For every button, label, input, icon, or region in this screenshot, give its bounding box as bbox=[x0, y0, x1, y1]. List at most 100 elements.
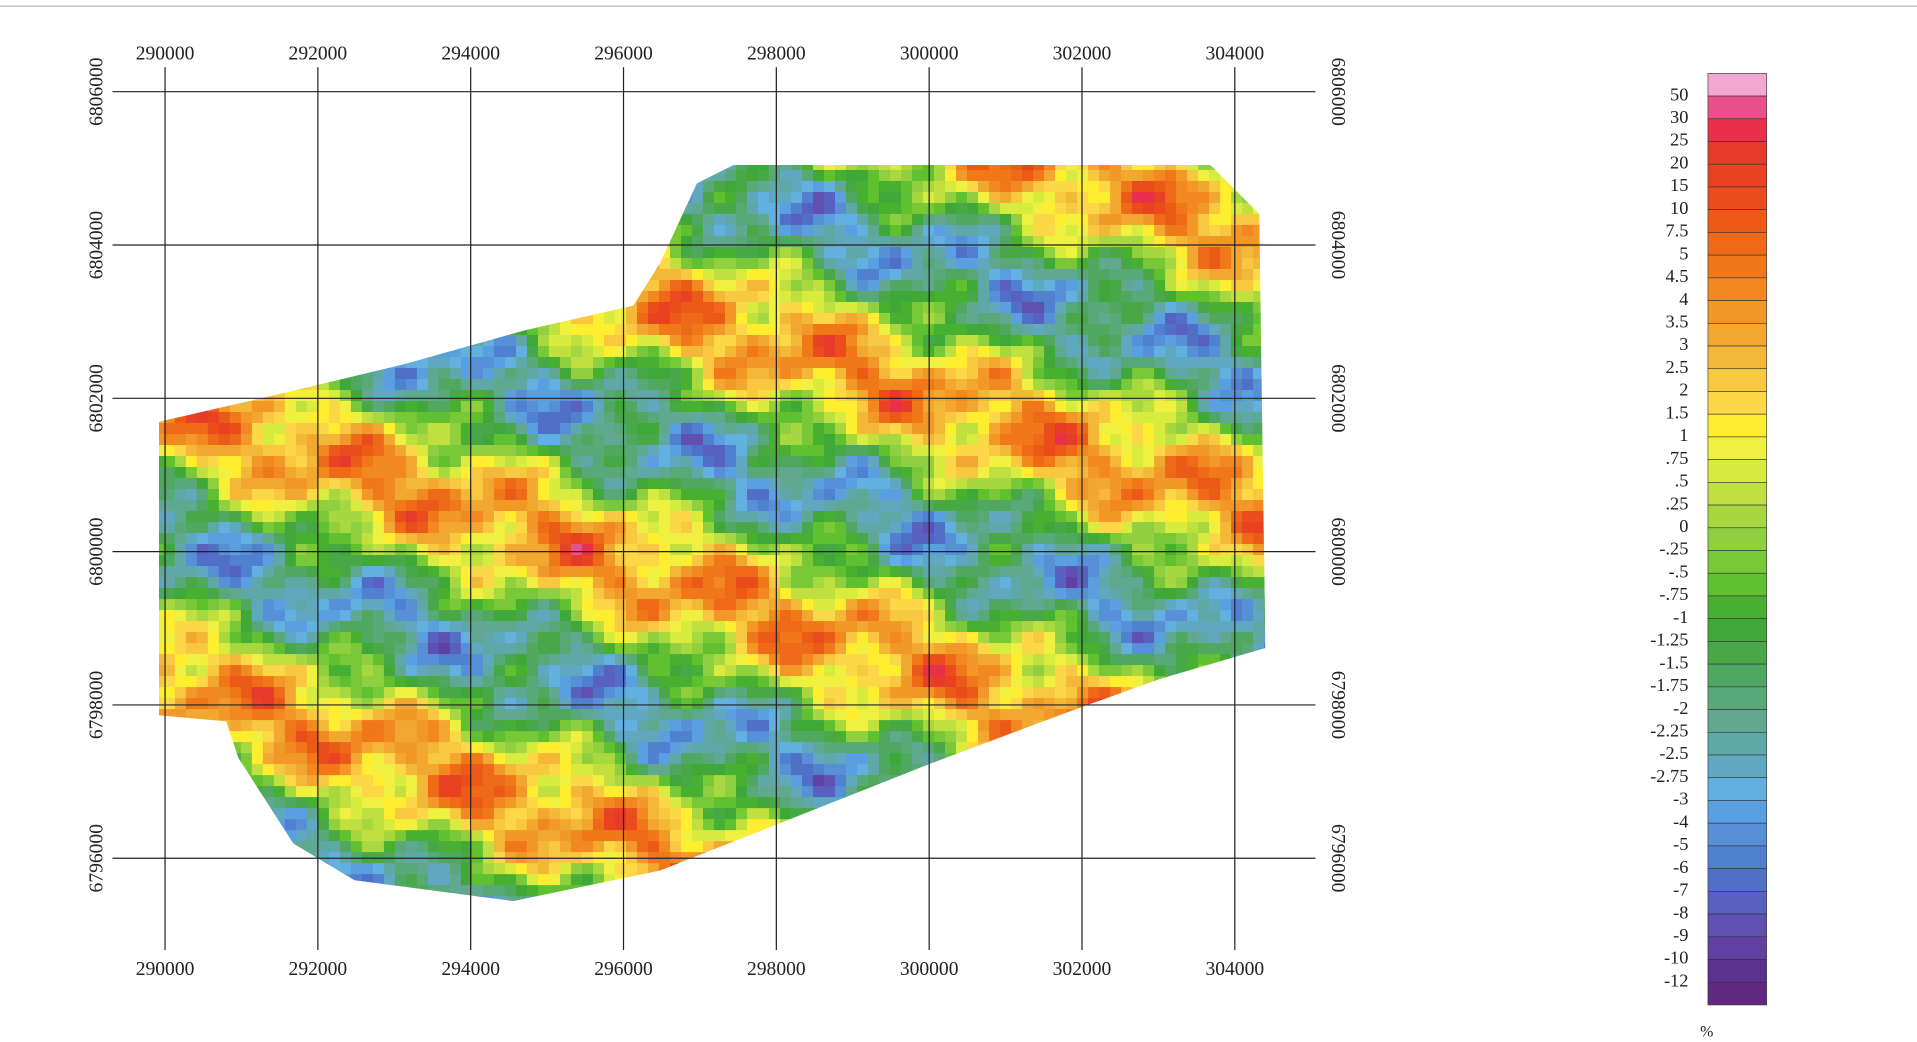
map-cell bbox=[1242, 247, 1254, 259]
map-cell bbox=[648, 500, 660, 512]
map-cell bbox=[857, 225, 869, 237]
map-cell bbox=[1220, 192, 1232, 204]
map-cell bbox=[604, 621, 616, 633]
map-cell bbox=[186, 170, 198, 182]
map-cell bbox=[901, 522, 913, 534]
map-cell bbox=[879, 236, 891, 248]
map-cell bbox=[1055, 489, 1067, 501]
map-cell bbox=[604, 434, 616, 446]
map-cell bbox=[648, 423, 660, 435]
map-cell bbox=[1099, 280, 1111, 292]
map-cell bbox=[967, 346, 979, 358]
map-cell bbox=[978, 181, 990, 193]
map-cell bbox=[153, 445, 165, 457]
map-cell bbox=[560, 181, 572, 193]
map-cell bbox=[780, 401, 792, 413]
map-cell bbox=[593, 390, 605, 402]
map-cell bbox=[450, 225, 462, 237]
map-cell bbox=[648, 621, 660, 633]
map-cell bbox=[296, 214, 308, 226]
map-cell bbox=[1198, 390, 1210, 402]
map-cell bbox=[593, 324, 605, 336]
map-cell bbox=[1066, 632, 1078, 644]
map-cell bbox=[1143, 500, 1155, 512]
map-cell bbox=[1110, 676, 1122, 688]
map-cell bbox=[241, 412, 253, 424]
map-cell bbox=[483, 412, 495, 424]
map-cell bbox=[989, 478, 1001, 490]
map-cell bbox=[186, 236, 198, 248]
map-cell bbox=[1033, 566, 1045, 578]
map-cell bbox=[1242, 511, 1254, 523]
map-cell bbox=[1165, 555, 1177, 567]
map-cell bbox=[659, 335, 671, 347]
map-cell bbox=[1165, 654, 1177, 666]
map-cell bbox=[362, 533, 374, 545]
map-cell bbox=[802, 555, 814, 567]
map-cell bbox=[483, 247, 495, 259]
map-cell bbox=[505, 533, 517, 545]
map-cell bbox=[1121, 313, 1133, 325]
map-cell bbox=[318, 368, 330, 380]
map-cell bbox=[901, 456, 913, 468]
map-cell bbox=[1022, 159, 1034, 171]
map-cell bbox=[428, 610, 440, 622]
map-cell bbox=[1110, 577, 1122, 589]
map-cell bbox=[1110, 379, 1122, 391]
map-cell bbox=[1209, 390, 1221, 402]
map-cell bbox=[681, 390, 693, 402]
map-cell bbox=[604, 687, 616, 699]
map-cell bbox=[1242, 203, 1254, 215]
map-cell bbox=[1099, 302, 1111, 314]
map-cell bbox=[747, 236, 759, 248]
map-cell bbox=[362, 588, 374, 600]
map-cell bbox=[516, 192, 528, 204]
map-cell bbox=[692, 588, 704, 600]
map-cell bbox=[626, 335, 638, 347]
map-cell bbox=[736, 324, 748, 336]
map-cell bbox=[989, 456, 1001, 468]
map-cell bbox=[725, 181, 737, 193]
map-cell bbox=[978, 522, 990, 534]
map-cell bbox=[1231, 577, 1243, 589]
map-cell bbox=[736, 632, 748, 644]
map-cell bbox=[549, 445, 561, 457]
map-cell bbox=[901, 335, 913, 347]
map-cell bbox=[285, 621, 297, 633]
map-cell bbox=[1209, 577, 1221, 589]
map-cell bbox=[1132, 467, 1144, 479]
map-cell bbox=[945, 357, 957, 369]
map-cell bbox=[153, 313, 165, 325]
map-cell bbox=[307, 236, 319, 248]
map-cell bbox=[296, 456, 308, 468]
map-cell bbox=[802, 159, 814, 171]
map-cell bbox=[1198, 346, 1210, 358]
map-cell bbox=[1154, 676, 1166, 688]
map-cell bbox=[274, 236, 286, 248]
map-cell bbox=[802, 456, 814, 468]
map-cell bbox=[857, 456, 869, 468]
map-cell bbox=[439, 533, 451, 545]
map-cell bbox=[384, 423, 396, 435]
map-cell bbox=[791, 511, 803, 523]
map-cell bbox=[1110, 401, 1122, 413]
map-cell bbox=[1077, 181, 1089, 193]
map-cell bbox=[318, 291, 330, 303]
map-cell bbox=[692, 687, 704, 699]
map-cell bbox=[1033, 643, 1045, 655]
map-cell bbox=[890, 324, 902, 336]
map-cell bbox=[1198, 643, 1210, 655]
map-cell bbox=[659, 269, 671, 281]
map-cell bbox=[1044, 522, 1056, 534]
map-cell bbox=[483, 643, 495, 655]
map-cell bbox=[736, 533, 748, 545]
map-cell bbox=[175, 687, 187, 699]
map-cell bbox=[439, 192, 451, 204]
map-cell bbox=[945, 687, 957, 699]
map-cell bbox=[714, 379, 726, 391]
map-cell bbox=[1011, 247, 1023, 259]
map-cell bbox=[241, 291, 253, 303]
map-cell bbox=[1209, 214, 1221, 226]
map-cell bbox=[197, 687, 209, 699]
map-cell bbox=[351, 654, 363, 666]
